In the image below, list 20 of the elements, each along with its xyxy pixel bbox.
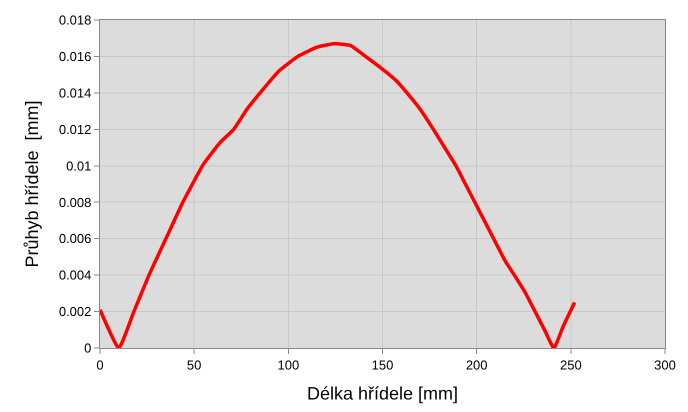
y-tick-label: 0.01	[66, 158, 92, 174]
x-tick-label: 300	[654, 358, 676, 373]
y-tick-label: 0.014	[58, 85, 92, 100]
y-tick-label: 0.016	[58, 48, 92, 64]
x-tick-label: 50	[186, 358, 202, 373]
x-axis-title: Délka hřídele [mm]	[306, 384, 458, 404]
y-tick-label: 0.004	[58, 268, 92, 283]
y-axis-title: Průhyb hřídele [mm]	[22, 100, 42, 268]
x-tick-label: 0	[96, 358, 104, 373]
y-tick-label: 0	[84, 340, 92, 356]
x-tick-label: 150	[372, 358, 394, 373]
line-series	[100, 42, 576, 348]
y-tick-label: 0.018	[58, 12, 92, 28]
x-tick-label: 250	[560, 358, 582, 373]
y-tick-label: 0.006	[58, 231, 92, 246]
x-tick-label: 100	[277, 358, 300, 373]
x-tick-label: 200	[466, 358, 488, 373]
y-tick-label: 0.002	[58, 304, 92, 320]
y-tick-label: 0.012	[58, 122, 92, 137]
y-tick-label: 0.008	[58, 194, 92, 210]
